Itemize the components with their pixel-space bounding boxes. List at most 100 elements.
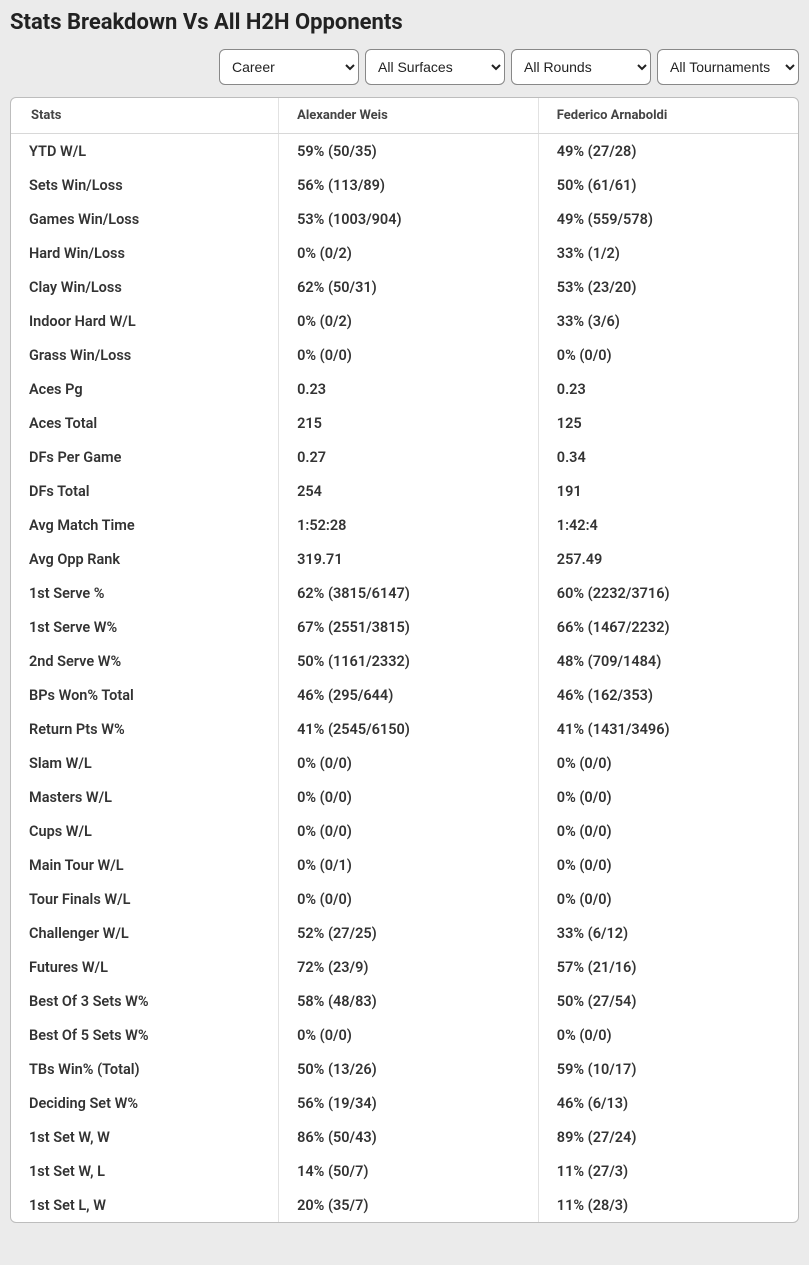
stat-value-player2: 33% (6/12) xyxy=(538,916,798,950)
stat-value-player1: 0% (0/0) xyxy=(279,1018,539,1052)
stat-value-player1: 59% (50/35) xyxy=(279,134,539,169)
stat-label: Aces Total xyxy=(11,406,279,440)
stat-value-player1: 0% (0/0) xyxy=(279,814,539,848)
stat-label: Hard Win/Loss xyxy=(11,236,279,270)
stat-label: 1st Serve W% xyxy=(11,610,279,644)
stat-value-player2: 0% (0/0) xyxy=(538,1018,798,1052)
stat-value-player1: 0% (0/1) xyxy=(279,848,539,882)
table-row: Return Pts W%41% (2545/6150)41% (1431/34… xyxy=(11,712,798,746)
stat-label: Slam W/L xyxy=(11,746,279,780)
table-row: 1st Set W, L14% (50/7)11% (27/3) xyxy=(11,1154,798,1188)
stat-label: TBs Win% (Total) xyxy=(11,1052,279,1086)
stat-value-player2: 41% (1431/3496) xyxy=(538,712,798,746)
stat-value-player2: 49% (559/578) xyxy=(538,202,798,236)
stat-label: Avg Opp Rank xyxy=(11,542,279,576)
stat-value-player1: 46% (295/644) xyxy=(279,678,539,712)
stat-value-player1: 0% (0/0) xyxy=(279,746,539,780)
table-row: Aces Total215125 xyxy=(11,406,798,440)
stat-value-player2: 0% (0/0) xyxy=(538,746,798,780)
table-row: Cups W/L0% (0/0)0% (0/0) xyxy=(11,814,798,848)
table-row: Futures W/L72% (23/9)57% (21/16) xyxy=(11,950,798,984)
table-row: Grass Win/Loss0% (0/0)0% (0/0) xyxy=(11,338,798,372)
table-row: Main Tour W/L0% (0/1)0% (0/0) xyxy=(11,848,798,882)
table-row: Games Win/Loss53% (1003/904)49% (559/578… xyxy=(11,202,798,236)
stat-value-player2: 59% (10/17) xyxy=(538,1052,798,1086)
stat-label: Tour Finals W/L xyxy=(11,882,279,916)
stat-label: Sets Win/Loss xyxy=(11,168,279,202)
stat-label: DFs Per Game xyxy=(11,440,279,474)
stat-label: Return Pts W% xyxy=(11,712,279,746)
stat-value-player1: 58% (48/83) xyxy=(279,984,539,1018)
stat-value-player2: 50% (61/61) xyxy=(538,168,798,202)
stat-value-player2: 191 xyxy=(538,474,798,508)
stat-label: 1st Set W, L xyxy=(11,1154,279,1188)
filter-bar: Career All Surfaces All Rounds All Tourn… xyxy=(10,49,799,85)
stat-value-player2: 11% (28/3) xyxy=(538,1188,798,1222)
table-row: Clay Win/Loss62% (50/31)53% (23/20) xyxy=(11,270,798,304)
stat-label: Masters W/L xyxy=(11,780,279,814)
column-header-player2: Federico Arnaboldi xyxy=(538,98,798,134)
table-row: 1st Serve W%67% (2551/3815)66% (1467/223… xyxy=(11,610,798,644)
stat-label: Clay Win/Loss xyxy=(11,270,279,304)
stat-value-player2: 48% (709/1484) xyxy=(538,644,798,678)
stat-label: Futures W/L xyxy=(11,950,279,984)
table-row: 2nd Serve W%50% (1161/2332)48% (709/1484… xyxy=(11,644,798,678)
stat-value-player1: 56% (19/34) xyxy=(279,1086,539,1120)
table-row: Sets Win/Loss56% (113/89)50% (61/61) xyxy=(11,168,798,202)
stat-value-player1: 0.27 xyxy=(279,440,539,474)
stat-label: Indoor Hard W/L xyxy=(11,304,279,338)
stat-label: Best Of 5 Sets W% xyxy=(11,1018,279,1052)
stat-label: Cups W/L xyxy=(11,814,279,848)
stat-value-player2: 1:42:4 xyxy=(538,508,798,542)
stat-label: Grass Win/Loss xyxy=(11,338,279,372)
stat-value-player2: 46% (6/13) xyxy=(538,1086,798,1120)
table-row: Slam W/L0% (0/0)0% (0/0) xyxy=(11,746,798,780)
stat-label: DFs Total xyxy=(11,474,279,508)
stat-value-player2: 60% (2232/3716) xyxy=(538,576,798,610)
stat-label: Avg Match Time xyxy=(11,508,279,542)
stat-label: YTD W/L xyxy=(11,134,279,169)
stat-value-player2: 33% (1/2) xyxy=(538,236,798,270)
stat-value-player2: 125 xyxy=(538,406,798,440)
stat-value-player2: 0% (0/0) xyxy=(538,780,798,814)
rounds-select[interactable]: All Rounds xyxy=(511,49,651,85)
stat-label: 2nd Serve W% xyxy=(11,644,279,678)
stat-value-player1: 62% (50/31) xyxy=(279,270,539,304)
stat-value-player1: 0% (0/0) xyxy=(279,338,539,372)
column-header-stats: Stats xyxy=(11,98,279,134)
stat-value-player1: 56% (113/89) xyxy=(279,168,539,202)
stat-label: Main Tour W/L xyxy=(11,848,279,882)
tournaments-select[interactable]: All Tournaments xyxy=(657,49,799,85)
stat-value-player2: 0.34 xyxy=(538,440,798,474)
table-row: Tour Finals W/L0% (0/0)0% (0/0) xyxy=(11,882,798,916)
table-row: Hard Win/Loss0% (0/2)33% (1/2) xyxy=(11,236,798,270)
table-header-row: Stats Alexander Weis Federico Arnaboldi xyxy=(11,98,798,134)
stat-value-player1: 0% (0/2) xyxy=(279,236,539,270)
stat-value-player1: 215 xyxy=(279,406,539,440)
surfaces-select[interactable]: All Surfaces xyxy=(365,49,505,85)
table-row: Masters W/L0% (0/0)0% (0/0) xyxy=(11,780,798,814)
stat-label: 1st Serve % xyxy=(11,576,279,610)
stats-table-container: Stats Alexander Weis Federico Arnaboldi … xyxy=(10,97,799,1223)
stat-value-player2: 0% (0/0) xyxy=(538,814,798,848)
stat-label: 1st Set L, W xyxy=(11,1188,279,1222)
table-row: Avg Match Time1:52:281:42:4 xyxy=(11,508,798,542)
table-row: Aces Pg0.230.23 xyxy=(11,372,798,406)
stat-value-player1: 52% (27/25) xyxy=(279,916,539,950)
stat-label: Challenger W/L xyxy=(11,916,279,950)
table-row: Challenger W/L52% (27/25)33% (6/12) xyxy=(11,916,798,950)
stat-value-player1: 14% (50/7) xyxy=(279,1154,539,1188)
stat-value-player1: 0% (0/0) xyxy=(279,882,539,916)
table-row: BPs Won% Total46% (295/644)46% (162/353) xyxy=(11,678,798,712)
stat-value-player1: 20% (35/7) xyxy=(279,1188,539,1222)
stat-label: Best Of 3 Sets W% xyxy=(11,984,279,1018)
stat-value-player1: 62% (3815/6147) xyxy=(279,576,539,610)
stat-value-player1: 86% (50/43) xyxy=(279,1120,539,1154)
stat-value-player1: 67% (2551/3815) xyxy=(279,610,539,644)
table-row: Best Of 3 Sets W%58% (48/83)50% (27/54) xyxy=(11,984,798,1018)
stat-value-player1: 41% (2545/6150) xyxy=(279,712,539,746)
stat-label: 1st Set W, W xyxy=(11,1120,279,1154)
stat-value-player2: 46% (162/353) xyxy=(538,678,798,712)
career-select[interactable]: Career xyxy=(219,49,359,85)
stat-value-player1: 1:52:28 xyxy=(279,508,539,542)
